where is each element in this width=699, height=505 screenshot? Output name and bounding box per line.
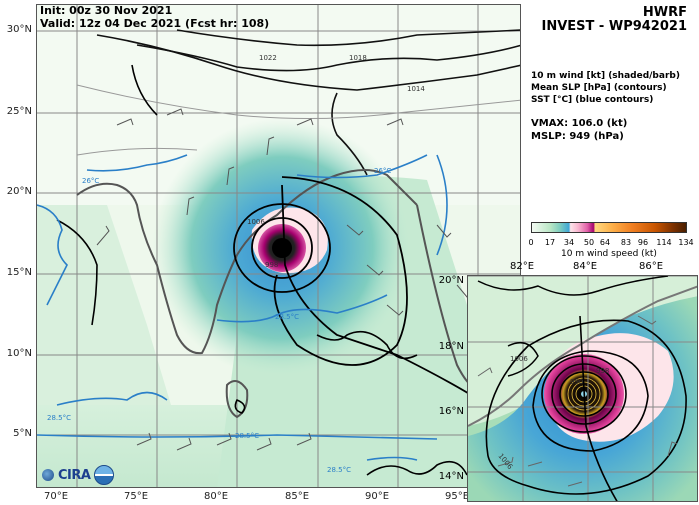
cbar-tick: 64 — [599, 238, 611, 247]
colorbar-title: 10 m wind speed (kt) — [561, 249, 657, 259]
lon-label-80e: 80°E — [203, 491, 229, 502]
inset-lat-16n: 16°N — [438, 406, 464, 417]
lat-label-15n: 15°N — [6, 267, 32, 278]
cbar-tick: 34 — [563, 238, 575, 247]
lon-label-70e: 70°E — [43, 491, 69, 502]
slp-label-998: 998 — [265, 261, 278, 269]
cbar-tick: 17 — [544, 238, 556, 247]
cira-logo: CIRA — [42, 465, 115, 485]
lat-label-25n: 25°N — [6, 106, 32, 117]
valid-time: Valid: 12z 04 Dec 2021 (Fcst hr: 108) — [40, 17, 270, 30]
lat-label-20n: 20°N — [6, 186, 32, 197]
legend-field-wind: 10 m wind [kt] (shaded/barb) — [531, 71, 680, 81]
lon-label-75e: 75°E — [123, 491, 149, 502]
globe-icon — [42, 469, 54, 481]
lon-label-90e: 90°E — [364, 491, 390, 502]
cbar-tick: 96 — [637, 238, 649, 247]
inset-lon-84e: 84°E — [572, 261, 598, 272]
csu-emblem-icon — [94, 465, 115, 485]
sst-label: 26°C — [374, 167, 391, 175]
wind-colorbar — [531, 222, 687, 233]
inset-lat-14n: 14°N — [438, 471, 464, 482]
inset-lat-20n: 20°N — [438, 275, 464, 286]
inset-slp-label: 998 — [596, 367, 609, 375]
slp-label-1006: 1006 — [247, 218, 265, 226]
inset-slp-label: 990 — [570, 378, 583, 386]
slp-label-1018: 1018 — [349, 54, 367, 62]
sst-label: 28.5°C — [275, 313, 299, 321]
inset-lon-82e: 82°E — [509, 261, 535, 272]
vmax-value: VMAX: 106.0 (kt) — [531, 118, 628, 129]
cira-logo-text: CIRA — [58, 467, 91, 483]
lat-label-5n: 5°N — [13, 428, 32, 439]
cbar-tick: 50 — [583, 238, 595, 247]
inset-slp-label: 1006 — [510, 355, 528, 363]
cbar-tick: 134 — [678, 238, 694, 247]
main-map-graphic: 1022 1018 1014 1006 998 26°C 26°C 28.5°C… — [37, 5, 520, 487]
lon-label-95e: 95°E — [444, 491, 470, 502]
cbar-tick: 83 — [620, 238, 632, 247]
legend-field-slp: Mean SLP [hPa] (contours) — [531, 83, 667, 93]
slp-label-1014: 1014 — [407, 85, 425, 93]
model-title: HWRF — [642, 5, 687, 20]
main-map: 1022 1018 1014 1006 998 26°C 26°C 28.5°C… — [36, 4, 521, 488]
sst-label: 28.5°C — [47, 414, 71, 422]
lat-label-30n: 30°N — [6, 24, 32, 35]
inset-map: 1006 998 990 1006 — [467, 275, 698, 502]
sst-label: 26°C — [82, 177, 99, 185]
mslp-value: MSLP: 949 (hPa) — [531, 131, 624, 142]
cbar-tick: 114 — [656, 238, 672, 247]
inset-lon-86e: 86°E — [638, 261, 664, 272]
lon-label-85e: 85°E — [284, 491, 310, 502]
storm-title: INVEST - WP942021 — [541, 19, 687, 34]
lat-label-10n: 10°N — [6, 348, 32, 359]
sst-label: 28.5°C — [327, 466, 351, 474]
cbar-tick: 0 — [528, 238, 534, 247]
init-time: Init: 00z 30 Nov 2021 — [40, 4, 173, 17]
slp-label-1022: 1022 — [259, 54, 277, 62]
inset-lat-18n: 18°N — [438, 341, 464, 352]
sst-label: 28.5°C — [235, 432, 259, 440]
inset-map-graphic: 1006 998 990 1006 — [468, 276, 697, 501]
legend-field-sst: SST [°C] (blue contours) — [531, 95, 654, 105]
